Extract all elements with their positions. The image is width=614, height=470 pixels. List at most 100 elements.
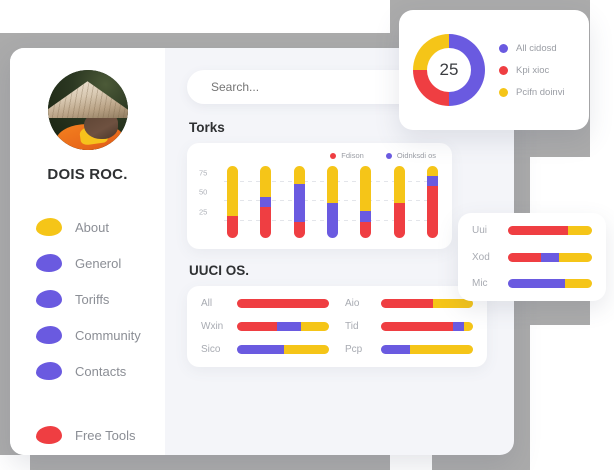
sidebar-item-contacts[interactable]: Contacts: [36, 353, 165, 389]
avatar: [47, 70, 128, 150]
ytick-25: 25: [199, 207, 208, 216]
donut-chart-card: 25 All cidosd Kpi xioc Pcifn doinvi: [399, 10, 589, 130]
progress-segment: [283, 345, 329, 354]
progress-segment: [540, 252, 560, 262]
sidebar-item-generol[interactable]: Generol: [36, 245, 165, 281]
progress-segment: [463, 322, 473, 331]
progress-track[interactable]: [508, 226, 592, 235]
bar-segment: [393, 202, 405, 238]
bar-column: [260, 166, 272, 238]
progress-track[interactable]: [237, 299, 329, 308]
bar-segment: [227, 216, 238, 238]
sidebar-item-about[interactable]: About: [36, 209, 165, 245]
bar-segment: [293, 184, 305, 223]
legend-dot-red: [330, 152, 337, 159]
blob-icon-generol: [36, 254, 62, 272]
progress-segment: [568, 226, 592, 235]
sidebar-item-community[interactable]: Community: [36, 317, 165, 353]
mini-progress-card: Uui Xod Mic: [458, 213, 606, 301]
legend-dot-red: [499, 65, 508, 75]
progress-segment: [508, 252, 541, 262]
progress-segment: [237, 322, 278, 331]
bar-segment: [426, 176, 438, 187]
progress-row: Aio: [345, 298, 473, 309]
donut-chart: 25: [413, 34, 485, 106]
progress-track[interactable]: [381, 345, 473, 354]
bar-column: [227, 166, 238, 238]
progress-label: Aio: [345, 298, 360, 309]
legend-label: Kpi xioc: [516, 64, 550, 76]
progress-segment: [559, 252, 592, 262]
progress-track[interactable]: [381, 299, 473, 308]
progress-label: Wxin: [201, 321, 224, 332]
bar-segment: [326, 166, 338, 203]
sidebar-nav: About Generol Toriffs Community Contacts: [10, 209, 165, 389]
sidebar: DOIS ROC. About Generol Toriffs Communit…: [10, 48, 165, 455]
progress-label: Xod: [472, 251, 490, 263]
progress-segment: [381, 299, 433, 308]
sidebar-item-label: Free Tools: [75, 427, 136, 443]
bar-segment: [426, 186, 438, 238]
bar-segment: [360, 166, 372, 211]
bar-column: [360, 166, 372, 238]
progress-track[interactable]: [237, 322, 329, 331]
progress-segment: [277, 322, 302, 331]
blob-icon-contacts: [36, 362, 62, 380]
app-window: DOIS ROC. About Generol Toriffs Communit…: [10, 48, 514, 455]
bar-segment: [426, 166, 438, 177]
legend-dot-yellow: [499, 87, 508, 97]
blob-icon-toriffs: [36, 290, 62, 308]
legend-dot-purple: [499, 43, 508, 53]
bar-segment: [260, 196, 272, 208]
blob-icon-free-tools: [36, 426, 62, 444]
progress-segment: [508, 279, 566, 288]
bar-segment: [326, 202, 338, 238]
legend-item-oidnksdi-os: Oidnksdi os: [385, 151, 436, 160]
bar-column: [293, 166, 305, 238]
legend-dot-purple: [385, 152, 392, 159]
progress-track[interactable]: [508, 279, 592, 288]
torks-section-title: Torks: [189, 120, 225, 135]
sidebar-item-label: Community: [75, 327, 141, 343]
bar-segment: [293, 166, 305, 185]
progress-track[interactable]: [508, 252, 592, 262]
progress-track[interactable]: [237, 345, 329, 354]
progress-segment: [301, 322, 329, 331]
donut-legend-item-kpi-xioc: Kpi xioc: [499, 65, 565, 76]
profile-name: DOIS ROC.: [47, 166, 128, 183]
uuci-progress-card: All Aio Wxin Tid Sico Pcp: [187, 286, 487, 367]
background-white-block-bottom: [0, 455, 30, 470]
torks-bars: [227, 166, 438, 238]
progress-track[interactable]: [381, 322, 473, 331]
bar-column: [326, 166, 338, 238]
torks-plot-area: 75 50 25: [197, 162, 442, 240]
blob-icon-community: [36, 326, 62, 344]
progress-label: Mic: [472, 278, 488, 289]
bar-column: [426, 166, 438, 238]
progress-row: Mic: [472, 278, 592, 289]
sidebar-item-label: Toriffs: [75, 291, 110, 307]
donut-legend-item-all-cidosd: All cidosd: [499, 43, 565, 54]
progress-segment: [381, 345, 410, 354]
progress-segment: [432, 299, 473, 308]
legend-item-fdison: Fdison: [330, 151, 364, 160]
background-white-block-corner: [530, 325, 614, 470]
progress-segment: [508, 226, 569, 235]
progress-row: Wxin: [201, 321, 329, 332]
legend-label: Oidnksdi os: [396, 151, 436, 160]
progress-segment: [409, 345, 473, 354]
donut-center-value: 25: [439, 60, 459, 79]
sidebar-item-label: Generol: [75, 255, 122, 271]
blob-icon-about: [36, 218, 62, 236]
progress-label: Tid: [345, 321, 359, 332]
legend-label: Pcifn doinvi: [516, 86, 565, 98]
legend-label: Fdison: [341, 151, 364, 160]
legend-label: All cidosd: [516, 42, 557, 54]
progress-segment: [565, 279, 592, 288]
progress-label: Sico: [201, 344, 221, 355]
background-white-block-top: [0, 0, 390, 33]
bar-segment: [360, 222, 372, 238]
sidebar-item-free-tools[interactable]: Free Tools: [10, 417, 165, 453]
sidebar-item-toriffs[interactable]: Toriffs: [36, 281, 165, 317]
donut-center: 25: [427, 48, 471, 92]
